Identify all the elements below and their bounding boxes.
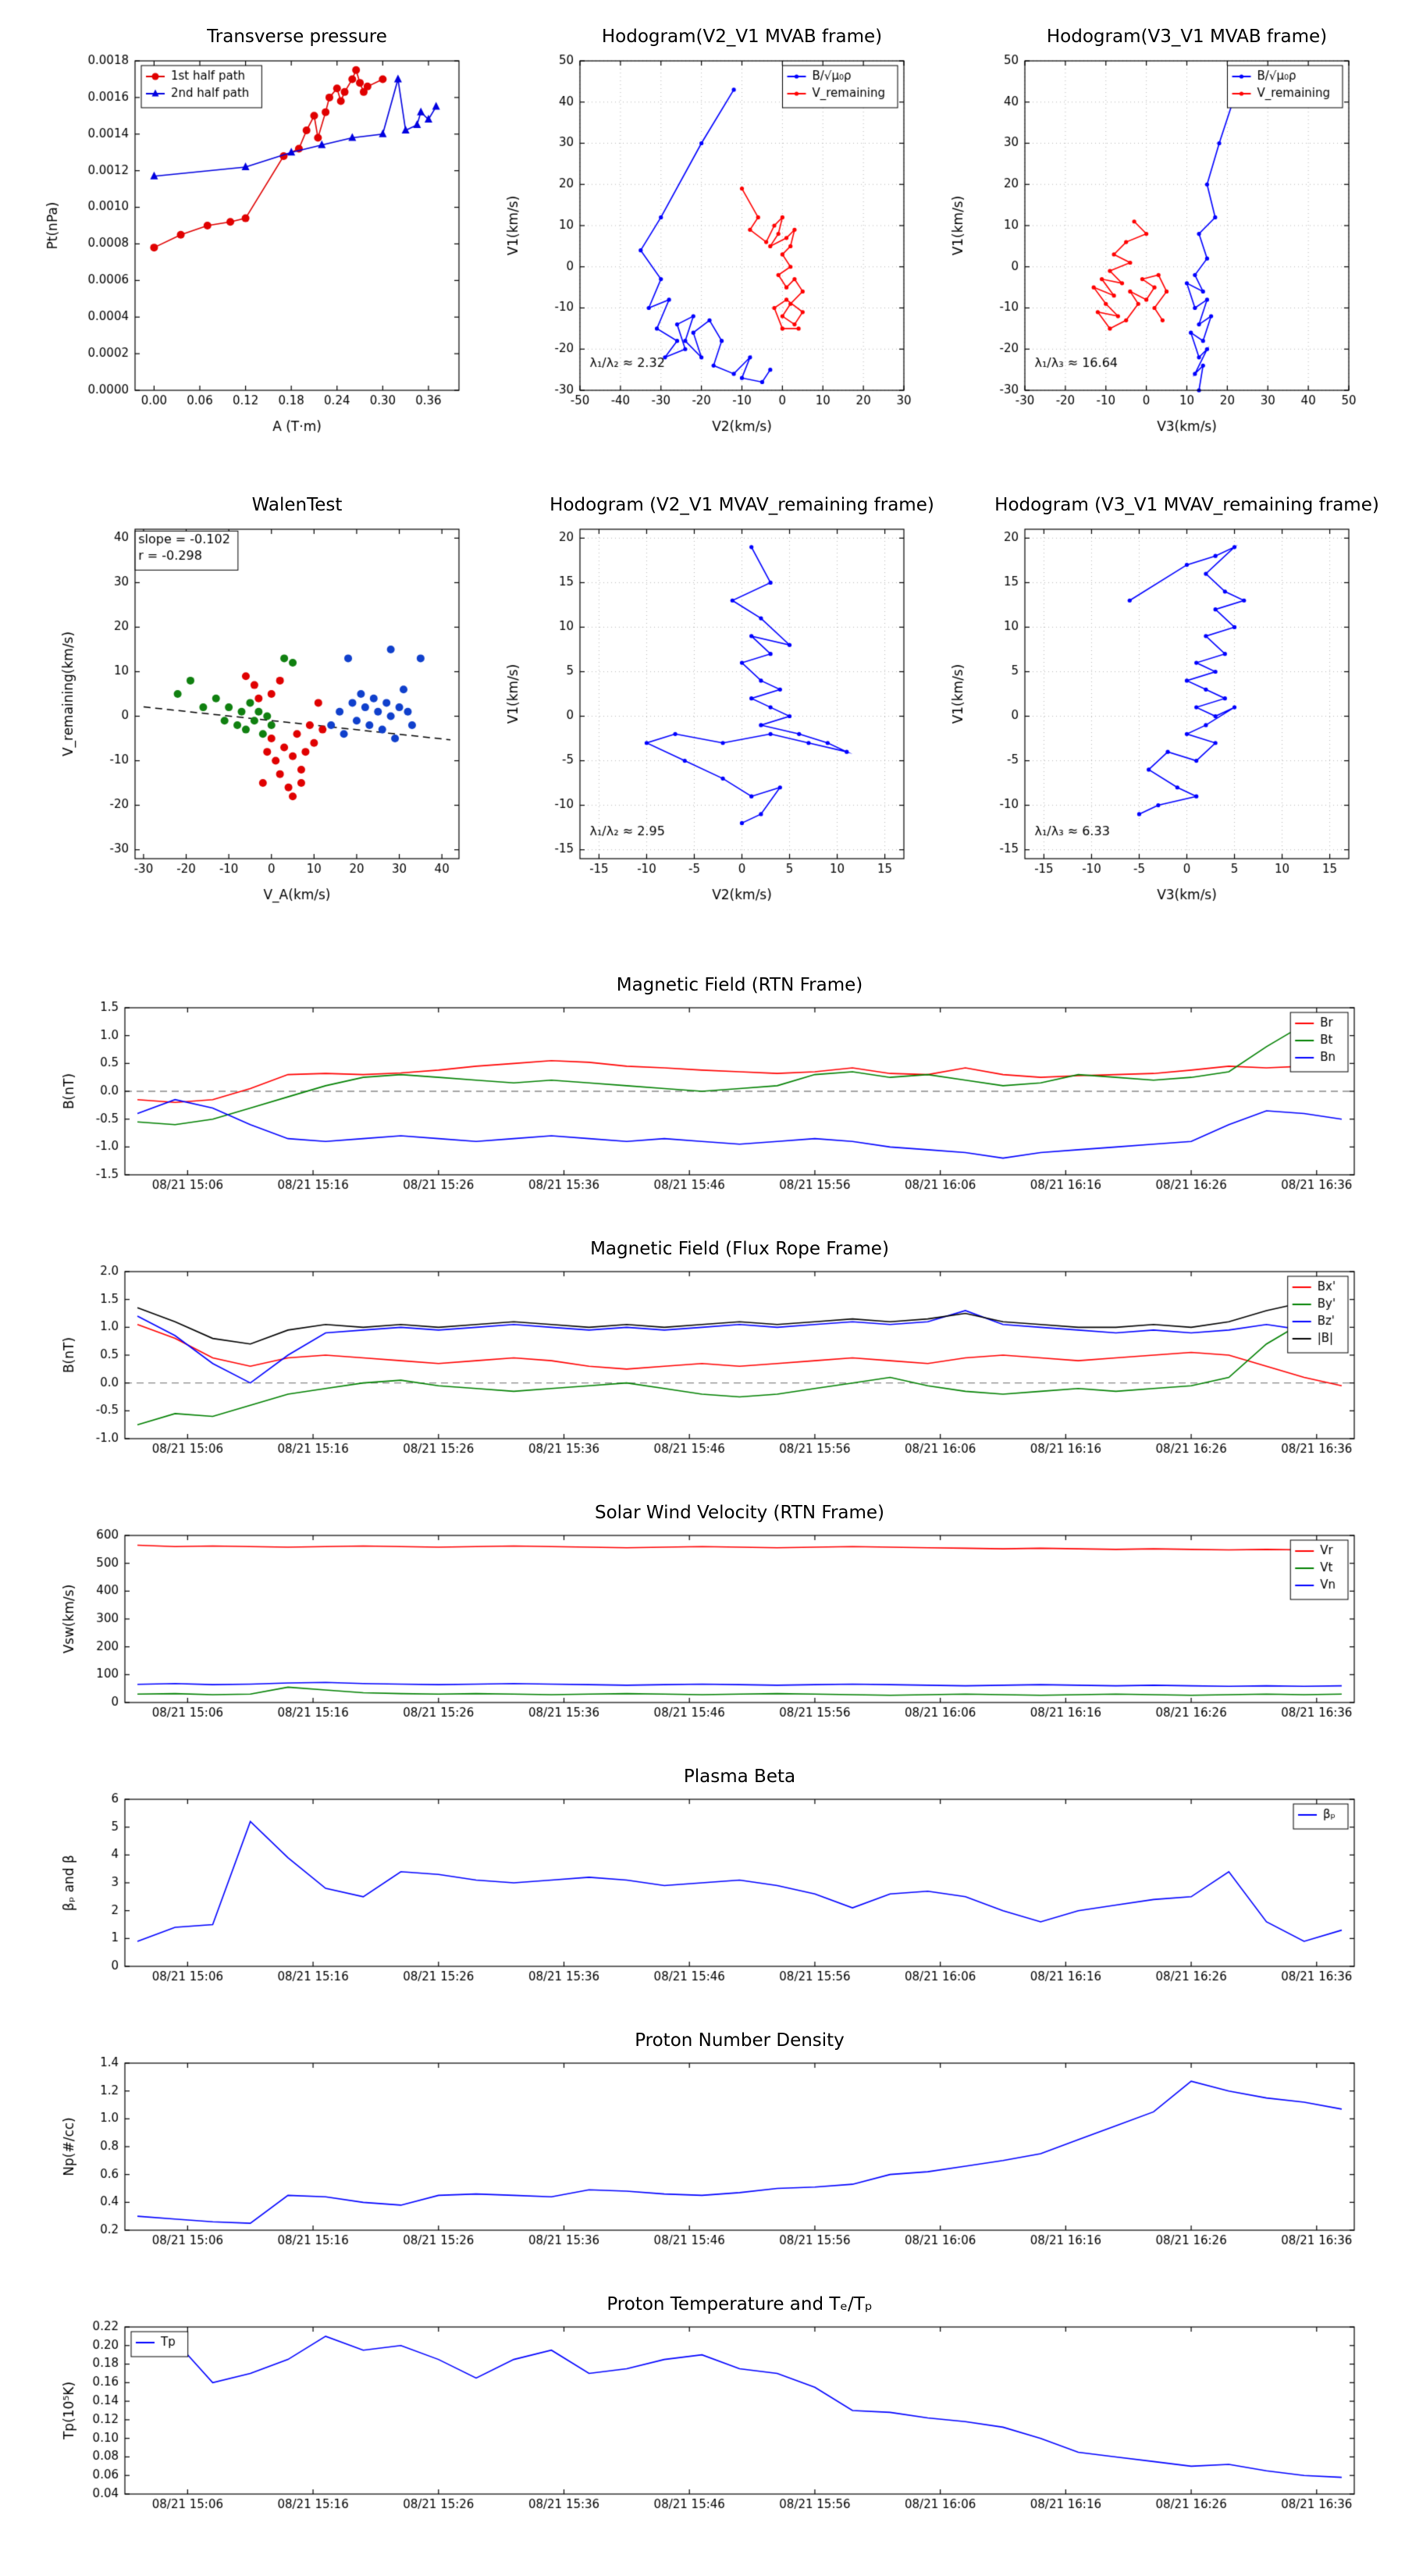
chart-magnetic-field-fluxrope: Magnetic Field (Flux Rope Frame) xyxy=(43,1236,1374,1482)
chart-proton-number-density: Proton Number Density xyxy=(43,2027,1374,2274)
chart-title-transverse-pressure: Transverse pressure xyxy=(207,27,387,47)
proton-temperature-canvas xyxy=(43,2318,1374,2538)
chart-title-hodogram-v2v1-mvab: Hodogram(V2_V1 MVAB frame) xyxy=(601,27,883,47)
chart-walen-test: WalenTest xyxy=(43,492,476,913)
chart-title-hodogram-v3v1-mvab: Hodogram(V3_V1 MVAB frame) xyxy=(1046,27,1328,47)
hodogram-v3v1-mvav-canvas xyxy=(933,518,1366,913)
chart-title-proton-number-density: Proton Number Density xyxy=(635,2030,845,2051)
chart-title-magnetic-field-fluxrope: Magnetic Field (Flux Rope Frame) xyxy=(590,1239,889,1259)
transverse-pressure-canvas xyxy=(43,50,476,445)
hodogram-v3v1-mvab-canvas xyxy=(933,50,1366,445)
magnetic-field-rtn-canvas xyxy=(43,998,1374,1219)
chart-solar-wind-velocity: Solar Wind Velocity (RTN Frame) xyxy=(43,1500,1374,1746)
chart-title-magnetic-field-rtn: Magnetic Field (RTN Frame) xyxy=(616,975,863,995)
plasma-beta-canvas xyxy=(43,1790,1374,2010)
chart-transverse-pressure: Transverse pressure xyxy=(43,23,476,445)
chart-title-solar-wind-velocity: Solar Wind Velocity (RTN Frame) xyxy=(594,1503,885,1523)
chart-hodogram-v3v1-mvab: Hodogram(V3_V1 MVAB frame) xyxy=(933,23,1366,445)
chart-hodogram-v2v1-mvab: Hodogram(V2_V1 MVAB frame) xyxy=(488,23,921,445)
solar-wind-velocity-canvas xyxy=(43,1526,1374,1746)
chart-title-proton-temperature: Proton Temperature and Tₑ/Tₚ xyxy=(606,2294,873,2314)
chart-title-hodogram-v3v1-mvav: Hodogram (V3_V1 MVAV_remaining frame) xyxy=(994,495,1379,515)
hodogram-v2v1-mvab-canvas xyxy=(488,50,921,445)
hodogram-v2v1-mvav-canvas xyxy=(488,518,921,913)
chart-plasma-beta: Plasma Beta xyxy=(43,1763,1374,2010)
chart-title-plasma-beta: Plasma Beta xyxy=(683,1767,796,1787)
chart-hodogram-v3v1-mvav: Hodogram (V3_V1 MVAV_remaining frame) xyxy=(933,492,1379,913)
walen-test-canvas xyxy=(43,518,476,913)
chart-proton-temperature: Proton Temperature and Tₑ/Tₚ xyxy=(43,2291,1374,2538)
magnetic-field-fluxrope-canvas xyxy=(43,1262,1374,1482)
chart-magnetic-field-rtn: Magnetic Field (RTN Frame) xyxy=(43,972,1374,1219)
chart-title-walen-test: WalenTest xyxy=(251,495,343,515)
chart-title-hodogram-v2v1-mvav: Hodogram (V2_V1 MVAV_remaining frame) xyxy=(550,495,934,515)
chart-hodogram-v2v1-mvav: Hodogram (V2_V1 MVAV_remaining frame) xyxy=(488,492,934,913)
proton-number-density-canvas xyxy=(43,2054,1374,2274)
